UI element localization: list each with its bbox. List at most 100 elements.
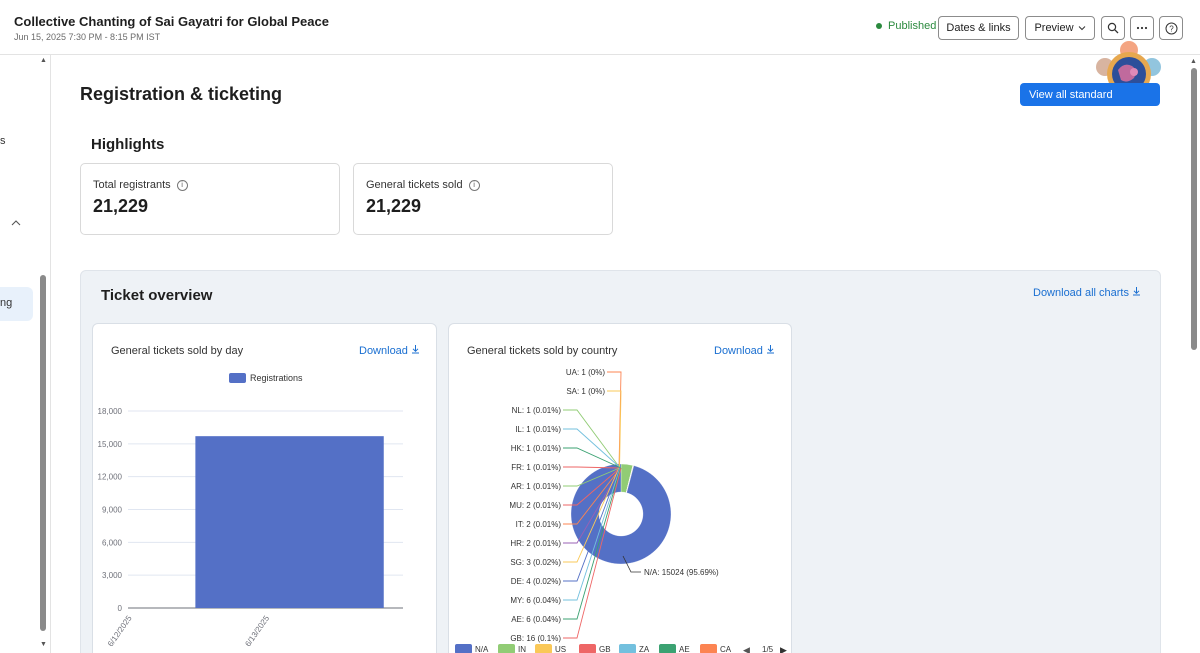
y-tick-label: 15,000	[98, 440, 123, 449]
slice-label: UA: 1 (0%)	[566, 368, 605, 377]
help-icon: ?	[1165, 22, 1177, 34]
slice-label: FR: 1 (0.01%)	[511, 463, 561, 472]
top-header: Collective Chanting of Sai Gayatri for G…	[0, 0, 1200, 55]
leader-line	[563, 467, 621, 506]
sidebar-item-label[interactable]: s	[0, 135, 6, 147]
leader-line	[622, 555, 641, 573]
stat-label-wrap: General tickets sold i	[366, 179, 480, 191]
status-dot-icon	[876, 23, 882, 29]
download-icon	[766, 345, 774, 354]
slice-label: DE: 4 (0.02%)	[511, 577, 562, 586]
page-title: Registration & ticketing	[80, 84, 283, 104]
more-options-button[interactable]	[1130, 16, 1154, 40]
x-tick-label: 6/13/2025	[243, 614, 271, 649]
download-chart-link[interactable]: Download	[714, 344, 775, 357]
legend-page-label: 1/5	[762, 645, 774, 653]
chart-legend: Registrations	[229, 373, 303, 383]
legend-swatch[interactable]	[619, 644, 636, 653]
legend-prev-icon[interactable]: ◀	[743, 645, 750, 653]
y-tick-label: 6,000	[102, 538, 123, 547]
chevron-up-icon[interactable]	[11, 220, 21, 226]
leader-line	[563, 467, 622, 639]
leader-line	[563, 467, 621, 620]
legend-next-icon[interactable]: ▶	[780, 645, 787, 653]
download-chart-link[interactable]: Download	[359, 344, 420, 357]
status-badge: Published	[876, 20, 936, 32]
stat-label: Total registrants	[93, 179, 171, 191]
event-date: Jun 15, 2025 7:30 PM - 8:15 PM IST	[14, 32, 161, 42]
legend-label: CA	[720, 645, 732, 653]
stat-value: 21,229	[93, 196, 149, 216]
y-tick-label: 0	[118, 604, 123, 613]
page-scroll-up-icon[interactable]: ▲	[1190, 58, 1197, 65]
leader-line	[563, 467, 621, 601]
download-icon	[1133, 287, 1141, 296]
leader-line	[563, 467, 620, 582]
help-button[interactable]: ?	[1159, 16, 1183, 40]
view-all-standard-button[interactable]: View all standard	[1020, 83, 1160, 106]
legend-label: US	[555, 645, 566, 653]
leader-line	[563, 428, 621, 469]
stat-value: 21,229	[366, 196, 422, 216]
leader-line	[563, 467, 622, 544]
legend-swatch[interactable]	[579, 644, 596, 653]
sidebar-scrollbar[interactable]	[40, 275, 46, 631]
preview-button[interactable]: Preview	[1025, 16, 1095, 40]
y-tick-label: 12,000	[98, 473, 123, 482]
slice-label: N/A: 15024 (95.69%)	[644, 568, 719, 577]
legend-swatch[interactable]	[659, 644, 676, 653]
legend-label: N/A	[475, 645, 489, 653]
slice-label: MU: 2 (0.01%)	[509, 501, 561, 510]
stat-card-general-tickets-sold: General tickets sold i 21,229	[353, 163, 613, 235]
sidebar-scroll-down-icon[interactable]: ▼	[40, 641, 47, 648]
legend-swatch[interactable]	[700, 644, 717, 653]
download-label: Download	[714, 345, 763, 357]
pie-slice[interactable]	[570, 463, 672, 565]
slice-label: MY: 6 (0.04%)	[510, 596, 561, 605]
slice-label: HR: 2 (0.01%)	[510, 539, 561, 548]
download-all-charts-link[interactable]: Download all charts	[1033, 286, 1141, 299]
preview-label: Preview	[1034, 22, 1074, 34]
legend-swatch	[229, 373, 246, 383]
stat-label: General tickets sold	[366, 179, 463, 191]
legend-swatch[interactable]	[535, 644, 552, 653]
chart-card-tickets-by-country: General tickets sold by country Download…	[448, 323, 792, 653]
leader-line	[563, 467, 620, 487]
left-sidebar: ▲ s ng ▼	[0, 55, 51, 653]
slice-label: SG: 3 (0.02%)	[510, 558, 561, 567]
more-icon	[1136, 26, 1148, 30]
leader-line	[563, 467, 621, 525]
y-tick-label: 3,000	[102, 571, 123, 580]
y-tick-label: 18,000	[98, 407, 123, 416]
chart-title: General tickets sold by country	[467, 345, 618, 357]
search-button[interactable]	[1101, 16, 1125, 40]
info-icon[interactable]: i	[176, 179, 188, 191]
leader-line	[563, 467, 620, 563]
slice-label: SA: 1 (0%)	[566, 387, 605, 396]
y-tick-label: 9,000	[102, 506, 123, 515]
legend-label: IN	[518, 645, 526, 653]
leader-line	[563, 447, 622, 469]
info-icon[interactable]: i	[468, 179, 480, 191]
legend-swatch[interactable]	[498, 644, 515, 653]
download-all-label: Download all charts	[1033, 287, 1129, 299]
leader-line	[607, 371, 622, 469]
dates-links-button[interactable]: Dates & links	[938, 16, 1019, 40]
slice-label: NL: 1 (0.01%)	[512, 406, 562, 415]
slice-label: AE: 6 (0.04%)	[511, 615, 561, 624]
leader-line	[607, 390, 622, 469]
page-scrollbar[interactable]	[1191, 68, 1197, 350]
sidebar-item-active[interactable]: ng	[0, 287, 33, 321]
bar[interactable]	[195, 436, 384, 608]
chart-legend: N/A IN US GB ZA AE CA ◀ 1/5 ▶	[455, 644, 787, 653]
legend-swatch[interactable]	[455, 644, 472, 653]
slice-label: IT: 2 (0.01%)	[516, 520, 562, 529]
leader-line	[563, 409, 621, 469]
sidebar-item-label: ng	[0, 297, 13, 309]
sidebar-scroll-up-icon[interactable]: ▲	[40, 57, 47, 64]
ticket-overview-title: Ticket overview	[101, 287, 213, 304]
slice-label: AR: 1 (0.01%)	[511, 482, 562, 491]
slice-label: IL: 1 (0.01%)	[515, 425, 561, 434]
donut-chart: UA: 1 (0%) SA: 1 (0%) NL: 1 (0.01%) IL: 1 (…	[455, 368, 787, 653]
legend-label: GB	[599, 645, 611, 653]
